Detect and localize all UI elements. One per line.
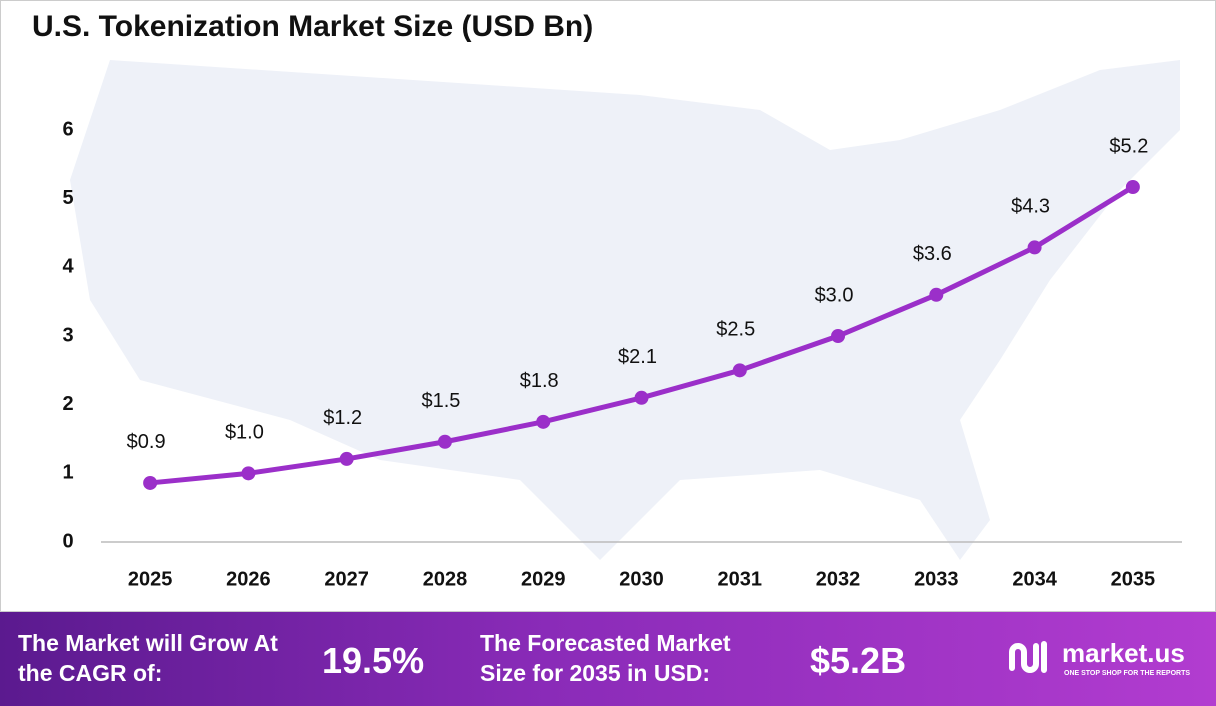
x-tick-label: 2027 [324,568,369,590]
tagline: ONE STOP SHOP FOR THE REPORTS [1064,670,1191,677]
brand: market.us [1062,638,1185,668]
point [1027,240,1042,255]
data-label: $1.8 [520,370,559,392]
x-tick-label: 2030 [619,568,664,590]
x-tick-label: 2025 [128,568,173,590]
cagr-text: The Market will Grow At the CAGR of: [18,630,278,686]
x-tick-label: 2031 [718,568,763,590]
point [634,390,649,405]
data-label: $5.2 [1109,135,1148,157]
chart: U.S. Tokenization Market Size (USD Bn) 0… [0,0,1216,612]
cagr-value: 19.5% [322,640,425,681]
point [241,466,256,481]
data-label: $3.6 [913,243,952,265]
point [732,363,747,378]
forecast-text: The Forecasted Market Size for 2035 in U… [480,630,731,686]
data-label: $2.1 [618,346,657,368]
x-tick-label: 2028 [423,568,468,590]
chart-title: U.S. Tokenization Market Size (USD Bn) [32,10,593,43]
point [437,434,452,449]
forecast-value: $5.2B [810,640,907,681]
x-tick-label: 2035 [1111,568,1156,590]
y-tick-label: 3 [62,324,73,346]
x-tick-label: 2032 [816,568,861,590]
footer-banner: The Market will Grow At the CAGR of: 19.… [0,612,1216,706]
x-tick-label: 2026 [226,568,271,590]
data-label: $1.2 [323,407,362,429]
y-tick-label: 5 [62,187,73,209]
y-tick-label: 2 [62,393,73,415]
point [536,414,551,429]
y-tick-label: 1 [62,462,73,484]
y-tick-label: 0 [62,530,73,552]
data-label: $2.5 [716,319,755,341]
x-tick-label: 2033 [914,568,959,590]
data-label: $3.0 [815,284,854,306]
point [143,475,158,490]
x-tick-label: 2029 [521,568,566,590]
point [929,287,944,302]
brand-icon [1009,641,1047,673]
map-background [70,60,1180,560]
point [339,451,354,466]
data-label: $1.5 [421,390,460,412]
y-tick-label: 6 [62,118,73,140]
point [1125,179,1140,194]
x-tick-label: 2034 [1012,568,1057,590]
data-label: $4.3 [1011,196,1050,218]
y-tick-label: 4 [62,256,74,278]
point [831,329,846,343]
data-label: $1.0 [225,422,264,444]
data-label: $0.9 [127,431,166,453]
